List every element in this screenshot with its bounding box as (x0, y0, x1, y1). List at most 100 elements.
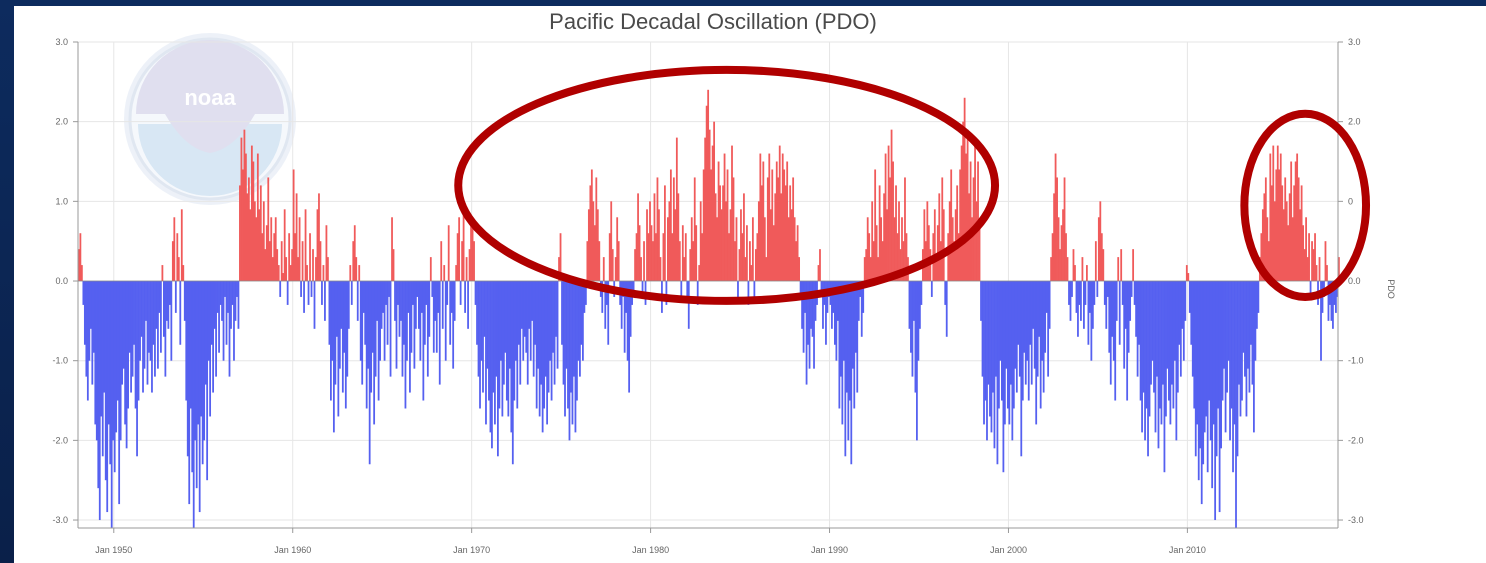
pdo-bar (713, 121, 716, 282)
pdo-bar (252, 161, 255, 282)
pdo-bar (511, 281, 514, 465)
pdo-bar (277, 265, 280, 282)
pdo-bar (559, 233, 562, 282)
pdo-bar (119, 281, 122, 441)
pdo-bar (930, 281, 933, 297)
pdo-bar (678, 241, 681, 282)
pdo-bar (616, 217, 619, 282)
pdo-bar (698, 265, 701, 282)
pdo-bar (338, 281, 341, 369)
pdo-bar (983, 281, 985, 425)
pdo-bar (341, 281, 344, 393)
pdo-bar (221, 281, 223, 321)
pdo-bar (1069, 281, 1072, 321)
pdo-bar (822, 281, 824, 329)
pdo-bar (553, 281, 556, 385)
pdo-bar (1012, 281, 1015, 409)
pdo-bar (556, 281, 559, 369)
pdo-bar (362, 281, 365, 313)
pdo-bar (611, 249, 614, 282)
pdo-bar (1009, 281, 1012, 385)
pdo-bar (228, 281, 231, 377)
pdo-bar (297, 257, 299, 282)
pdo-bar (246, 193, 249, 282)
pdo-bar (705, 105, 708, 282)
pdo-bar (817, 265, 820, 282)
pdo-bar (1102, 249, 1105, 282)
pdo-bar (1163, 281, 1166, 473)
pdo-bar (808, 281, 811, 369)
pdo-bar (1285, 201, 1288, 282)
pdo-bar (711, 145, 714, 282)
pdo-bar (798, 257, 801, 282)
pdo-bar (971, 217, 973, 282)
pdo-bar (128, 281, 131, 353)
pdo-bar (1160, 281, 1163, 425)
pdo-bar (1108, 281, 1111, 353)
pdo-bar (1217, 281, 1220, 409)
pdo-bar (1206, 281, 1209, 473)
pdo-bar (640, 257, 642, 282)
pdo-bar (1151, 281, 1154, 361)
pdo-bar (355, 257, 358, 282)
pdo-bar (1038, 281, 1041, 337)
pdo-bar (476, 281, 478, 345)
pdo-bar (918, 281, 921, 329)
pdo-bar (456, 233, 459, 282)
pdo-bar (431, 281, 434, 297)
pdo-bar (1002, 281, 1005, 473)
pdo-bar (459, 281, 462, 305)
pdo-bar (412, 281, 414, 305)
pdo-bar (195, 281, 198, 489)
pdo-bar (1314, 233, 1316, 282)
pdo-bar (877, 257, 880, 282)
pdo-bar (992, 281, 994, 393)
pdo-bar (499, 281, 502, 361)
pdo-bar (352, 241, 355, 282)
pdo-bar (766, 177, 769, 282)
pdo-bar (987, 281, 990, 385)
pdo-bar (497, 281, 499, 457)
pdo-bar (926, 201, 929, 282)
pdo-bar (227, 281, 229, 313)
pdo-bar (523, 281, 526, 337)
pdo-bar (1300, 185, 1303, 282)
pdo-bar (173, 217, 176, 282)
x-tick-label: Jan 2000 (990, 545, 1027, 555)
pdo-bar (419, 281, 422, 361)
pdo-bar (686, 281, 689, 297)
pdo-bar (1302, 225, 1305, 282)
pdo-bar (948, 201, 951, 282)
pdo-bar (1168, 281, 1170, 401)
pdo-bar (1153, 281, 1155, 393)
pdo-bar (567, 281, 569, 409)
pdo-bar (871, 201, 874, 282)
pdo-bar (658, 209, 660, 282)
pdo-bar (717, 161, 720, 282)
pdo-bar (1287, 225, 1290, 282)
pdo-bar (218, 281, 220, 353)
pdo-bar (471, 217, 474, 282)
pdo-bar (549, 281, 551, 361)
pdo-bar (1083, 281, 1085, 329)
pdo-bar (838, 281, 841, 409)
pdo-bar (901, 217, 903, 282)
pdo-bar (1230, 281, 1233, 409)
pdo-bar (1281, 185, 1284, 282)
pdo-bar (489, 281, 492, 433)
pdo-bar (1115, 281, 1118, 321)
pdo-bar (330, 281, 332, 401)
pdo-bar (708, 129, 711, 282)
pdo-bar (729, 209, 732, 282)
pdo-bar (889, 177, 891, 282)
pdo-bar (576, 281, 578, 401)
pdo-bar (310, 281, 313, 297)
pdo-bar (95, 281, 98, 441)
y-tick-label-left: -3.0 (52, 515, 68, 525)
y-tick-label-left: 0.0 (55, 276, 68, 286)
pdo-bar (417, 281, 420, 329)
pdo-bar (587, 209, 590, 282)
pdo-bar (243, 129, 246, 282)
pdo-bar (902, 241, 905, 282)
pdo-bar (751, 217, 754, 282)
